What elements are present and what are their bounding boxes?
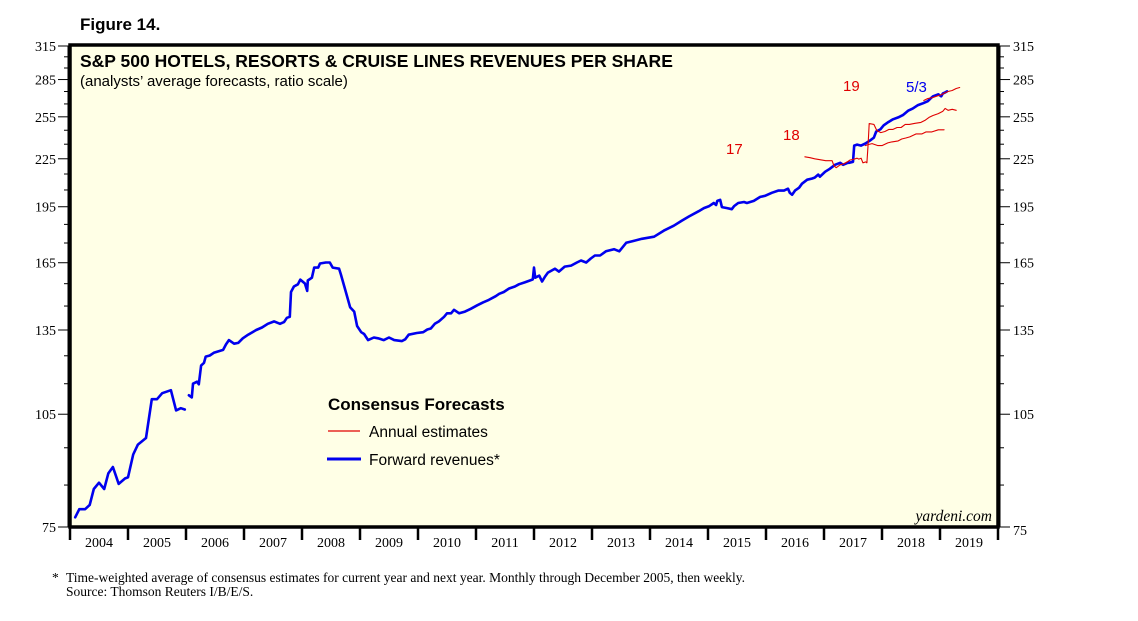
x-tick-label: 2018 [897,536,925,551]
chart-title: S&P 500 HOTELS, RESORTS & CRUISE LINES R… [80,51,673,71]
y-tick-label-left: 315 [35,40,56,55]
legend-title: Consensus Forecasts [328,395,505,414]
chart-subtitle: (analysts’ average forecasts, ratio scal… [80,73,348,90]
footnote-star: * [52,570,59,585]
x-tick-label: 2015 [723,536,751,551]
y-axis-left: 315 285 255 225 195 165 135 105 75 [35,40,70,536]
annotation-19: 19 [843,78,860,95]
series-line-annual-2018 [864,107,957,147]
y-axis-right: 315 285 255 225 195 165 135 105 75 [998,40,1034,539]
y-tick-label-left: 255 [35,111,56,126]
x-tick-label: 2007 [259,536,287,551]
y-tick-label-right: 135 [1013,324,1034,339]
series-line-forward [73,388,187,519]
plot-area [70,45,998,527]
legend-label-forward: Forward revenues* [369,452,500,469]
x-tick-label: 2005 [143,536,171,551]
x-tick-label: 2004 [85,536,113,551]
y-tick-label-right: 195 [1013,201,1034,216]
y-tick-label-right: 165 [1013,257,1034,272]
y-tick-label-right: 255 [1013,111,1034,126]
x-tick-label: 2019 [955,536,983,551]
x-tick-label: 2012 [549,536,577,551]
legend-label-annual: Annual estimates [369,424,488,441]
x-tick-label: 2011 [491,536,518,551]
y-tick-label-left: 285 [35,74,56,89]
y-tick-label-right: 75 [1013,524,1027,539]
footnote-source: Source: Thomson Reuters I/B/E/S. [66,584,253,599]
legend: Consensus Forecasts Annual estimates For… [327,395,505,469]
x-tick-label: 2008 [317,536,345,551]
y-tick-label-right: 105 [1013,408,1034,423]
y-tick-label-right: 225 [1013,153,1034,168]
y-tick-label-right: 285 [1013,74,1034,89]
y-tick-label-left: 75 [42,521,56,536]
y-tick-label-right: 315 [1013,40,1034,55]
y-tick-label-left: 105 [35,408,56,423]
series-layer [73,86,961,519]
series-line-annual-2019 [923,86,961,102]
x-tick-label: 2009 [375,536,403,551]
x-tick-label: 2014 [665,536,693,551]
y-tick-label-left: 135 [35,324,56,339]
series-line-forward [187,90,949,399]
y-tick-label-left: 225 [35,153,56,168]
x-tick-label: 2013 [607,536,635,551]
y-tick-label-left: 165 [35,257,56,272]
figure-label: Figure 14. [80,15,160,34]
plot-frame [68,43,1000,529]
series-line-annual-2017 [804,129,945,169]
x-tick-label: 2016 [781,536,809,551]
x-tick-label: 2010 [433,536,461,551]
annotation-latest-date: 5/3 [906,79,927,96]
annotation-17: 17 [726,141,743,158]
x-axis: 2004 2005 2006 2007 2008 2009 2010 2011 2012 2013… [68,527,1000,551]
footnote-line-1: Time-weighted average of consensus estim… [66,570,745,585]
source-watermark: yardeni.com [914,508,992,525]
y-tick-label-left: 195 [35,201,56,216]
x-tick-label: 2006 [201,536,229,551]
x-tick-label: 2017 [839,536,867,551]
annotation-18: 18 [783,127,800,144]
